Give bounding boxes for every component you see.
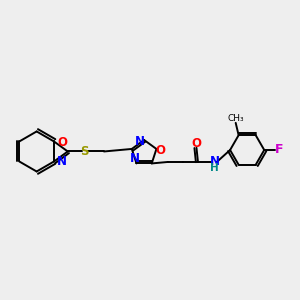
Text: O: O [57, 136, 67, 149]
Text: O: O [191, 136, 202, 150]
Text: H: H [210, 164, 219, 173]
Text: N: N [135, 135, 145, 148]
Text: O: O [156, 144, 166, 157]
Text: S: S [81, 145, 89, 158]
Text: N: N [57, 155, 67, 168]
Text: F: F [275, 143, 283, 157]
Text: CH₃: CH₃ [227, 114, 244, 123]
Text: N: N [209, 155, 219, 169]
Text: N: N [130, 152, 140, 165]
